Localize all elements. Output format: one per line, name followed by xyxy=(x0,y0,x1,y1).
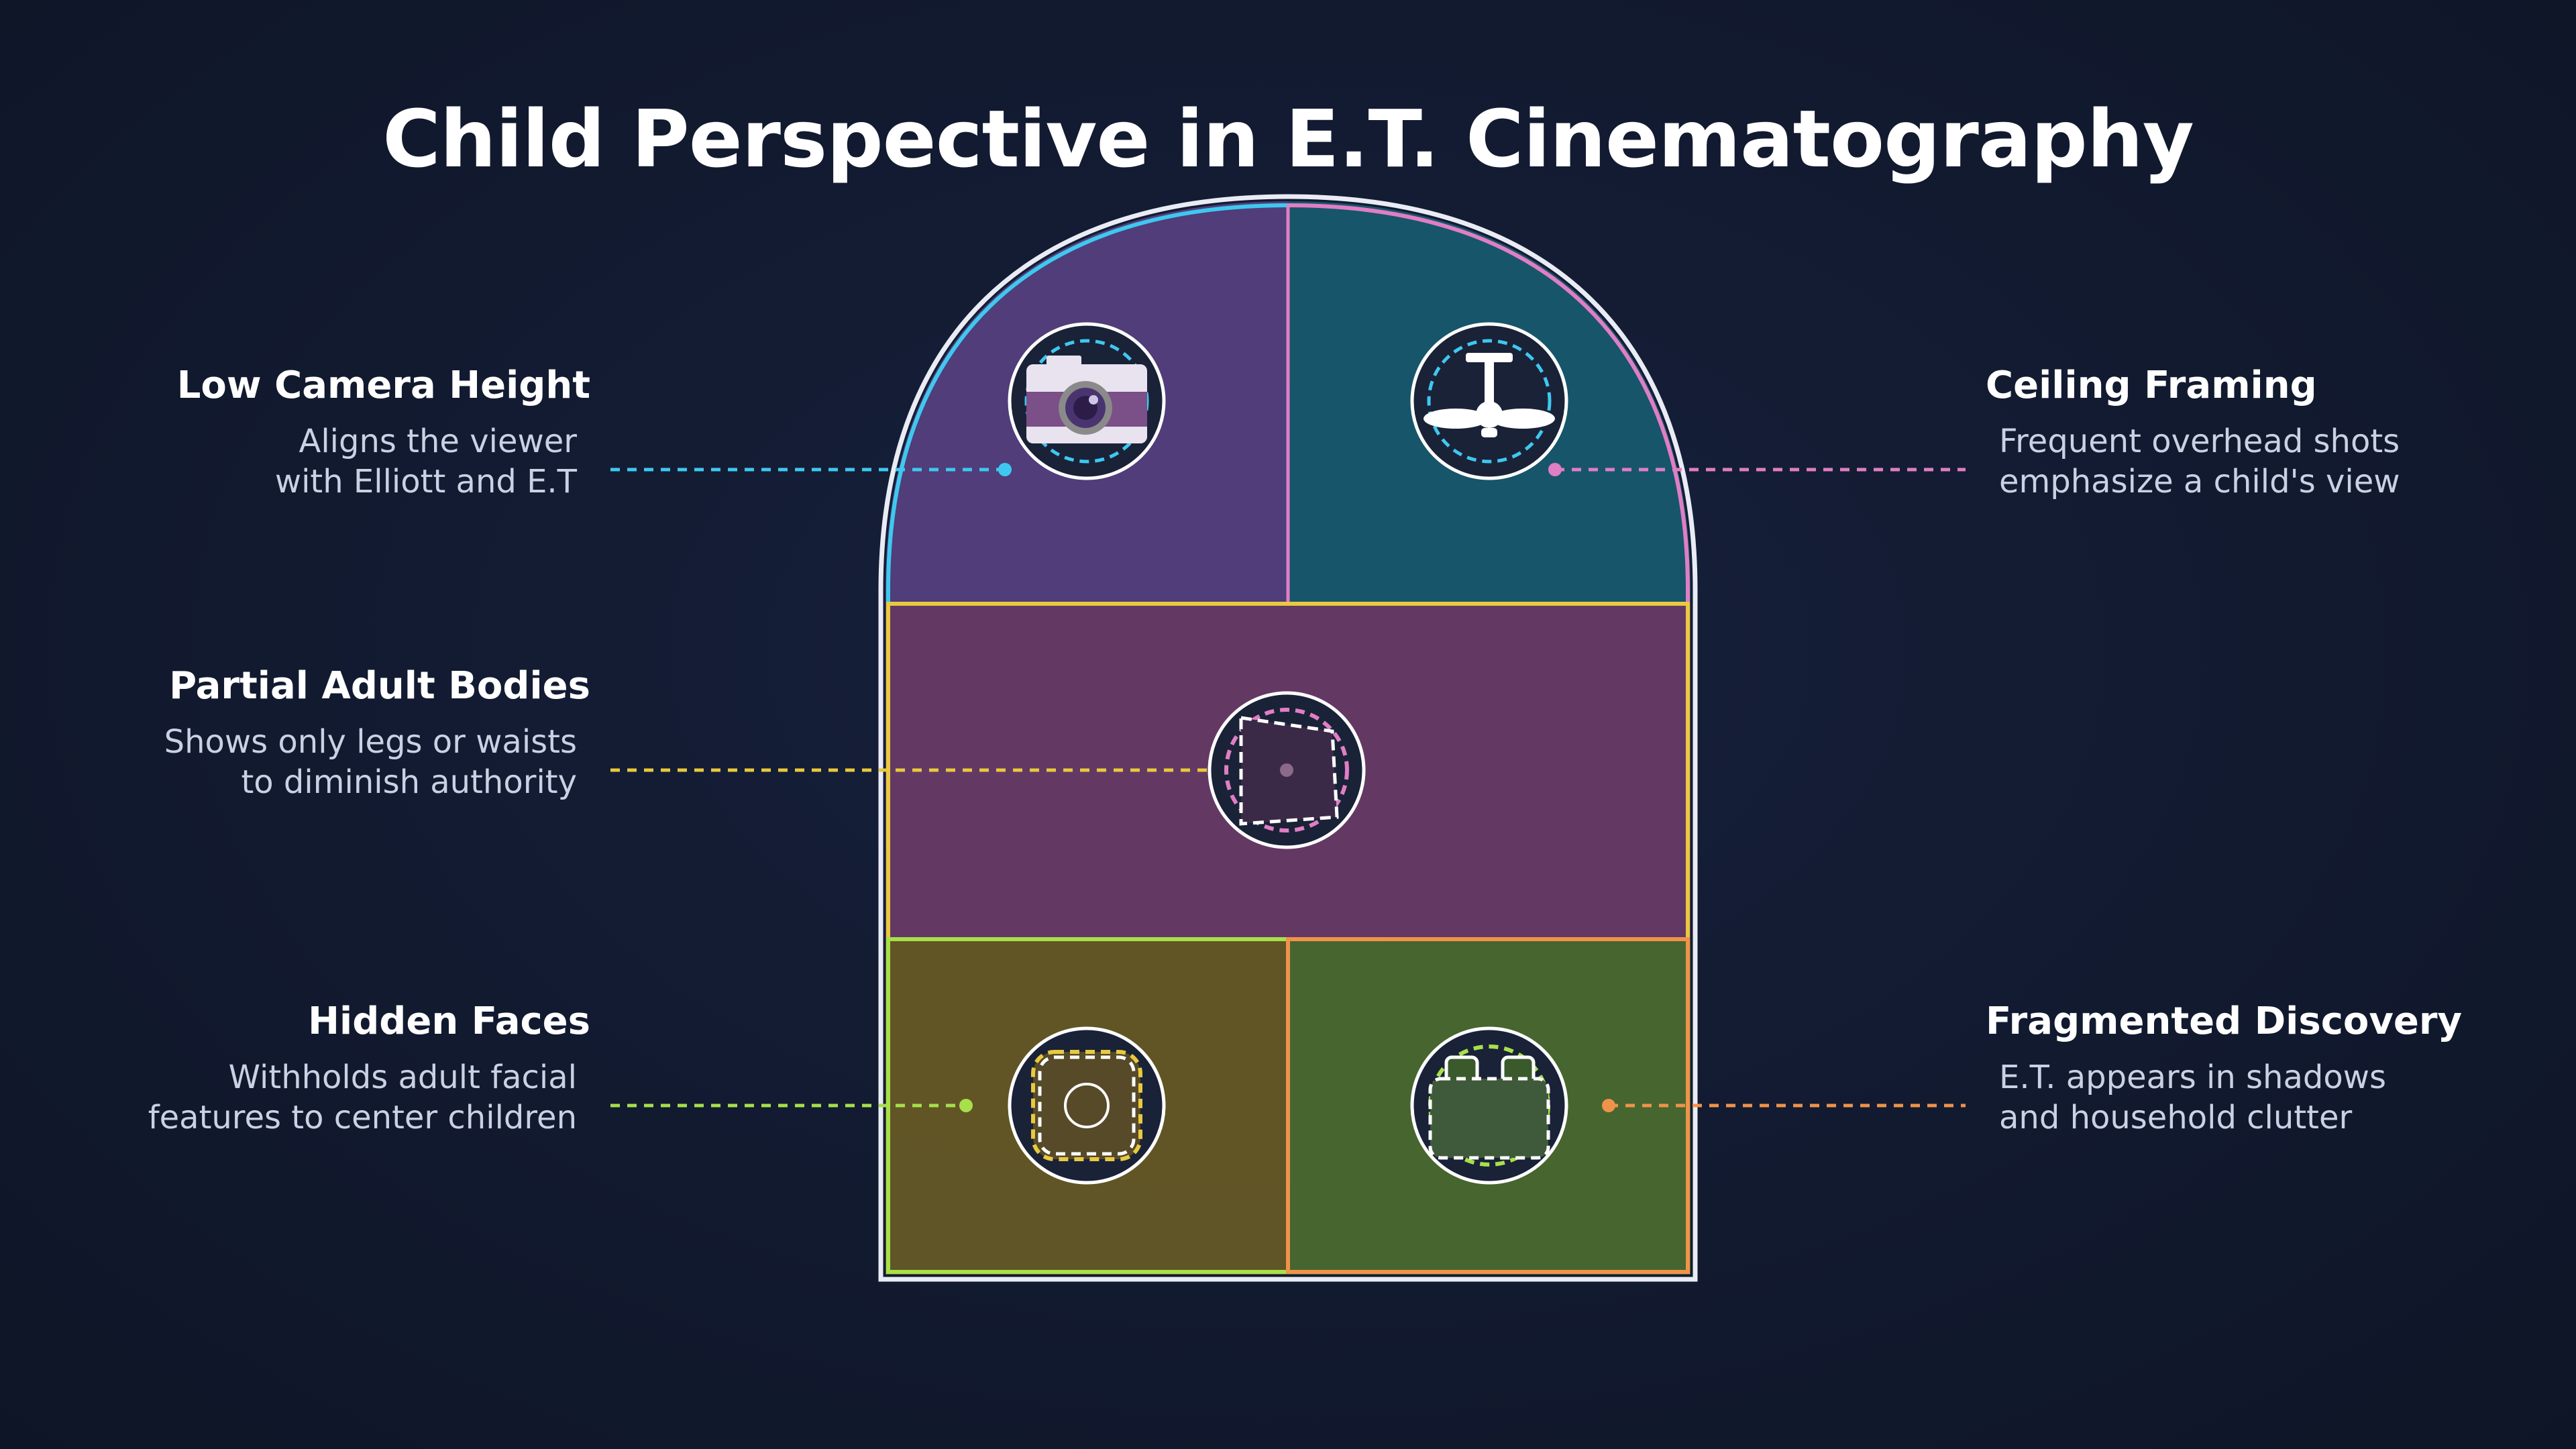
page-title: Child Perspective in E.T. Cinematography xyxy=(382,93,2194,185)
label-description: Withholds adult facial features to center… xyxy=(148,1059,577,1136)
label-hidden-faces: Hidden Faces Withholds adult facial featu… xyxy=(80,998,590,1138)
label-description: E.T. appears in shadows and household clu… xyxy=(1999,1059,2386,1136)
label-heading: Partial Adult Bodies xyxy=(169,664,590,708)
label-heading: Ceiling Framing xyxy=(1986,364,2317,407)
camera-icon xyxy=(1008,322,1166,480)
border-low-camera xyxy=(886,203,1289,604)
label-heading: Low Camera Height xyxy=(176,364,590,407)
cropped-frame-icon xyxy=(1208,691,1366,849)
label-heading: Fragmented Discovery xyxy=(1986,1000,2462,1043)
label-low-camera-height: Low Camera Height Aligns the viewer with … xyxy=(80,362,590,502)
label-heading: Hidden Faces xyxy=(308,1000,590,1043)
connector-low-camera xyxy=(610,463,1012,476)
arch-outline xyxy=(878,194,1698,1282)
label-fragmented-discovery: Fragmented Discovery E.T. appears in sha… xyxy=(1986,998,2496,1138)
ceiling-fan-icon xyxy=(1410,322,1568,480)
hidden-face-icon xyxy=(1008,1026,1166,1185)
label-description: Frequent overhead shots emphasize a child… xyxy=(1999,423,2400,500)
border-fragmented xyxy=(1286,937,1690,1274)
label-ceiling-framing: Ceiling Framing Frequent overhead shots e… xyxy=(1986,362,2496,502)
clutter-box-icon xyxy=(1410,1026,1568,1185)
label-description: Aligns the viewer with Elliott and E.T xyxy=(274,423,577,500)
label-partial-adult-bodies: Partial Adult Bodies Shows only legs or … xyxy=(80,663,590,802)
connector-ceiling xyxy=(1548,463,1966,476)
connector-fragmented xyxy=(1602,1099,1966,1112)
label-description: Shows only legs or waists to diminish aut… xyxy=(164,723,577,801)
connector-hidden-faces xyxy=(610,1099,973,1112)
border-ceiling xyxy=(1287,203,1690,604)
